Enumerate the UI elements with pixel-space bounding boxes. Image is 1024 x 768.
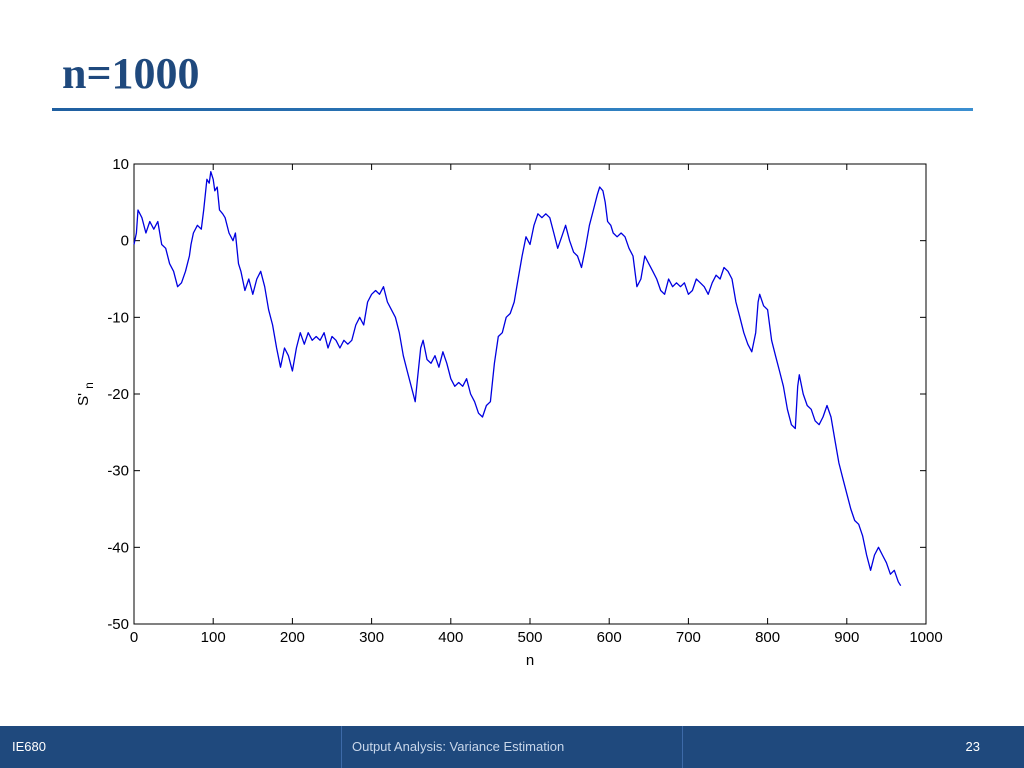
x-tick-label: 1000 <box>909 629 942 646</box>
y-axis-label: S' n <box>75 382 96 406</box>
x-tick-label: 100 <box>201 629 226 646</box>
y-axis-label-base: S' <box>75 393 92 406</box>
footer-bar: IE680 Output Analysis: Variance Estimati… <box>0 726 1024 768</box>
footer-course-code: IE680 <box>12 739 46 754</box>
x-axis-label: n <box>526 652 534 669</box>
svg-text:S' n: S' n <box>75 382 96 406</box>
x-tick-label: 500 <box>517 629 542 646</box>
x-tick-label: 200 <box>280 629 305 646</box>
y-tick-label: 10 <box>112 156 129 173</box>
y-tick-label: -50 <box>107 616 129 633</box>
x-tick-label: 400 <box>438 629 463 646</box>
y-tick-label: -40 <box>107 539 129 556</box>
x-tick-label: 900 <box>834 629 859 646</box>
footer-lecture-title: Output Analysis: Variance Estimation <box>341 726 683 768</box>
y-axis-label-subscript: n <box>82 382 96 389</box>
y-tick-label: 0 <box>121 233 129 250</box>
y-tick-label: -20 <box>107 386 129 403</box>
series-line <box>133 171 902 587</box>
y-tick-label: -30 <box>107 463 129 480</box>
y-tick-label: -10 <box>107 309 129 326</box>
plot-area <box>133 163 927 625</box>
x-tick-label: 800 <box>755 629 780 646</box>
x-tick-label: 0 <box>130 629 138 646</box>
x-tick-label: 300 <box>359 629 384 646</box>
x-tick-label: 600 <box>597 629 622 646</box>
line-chart: 0 100 200 300 400 500 600 700 800 900 1000100-10-2… <box>75 156 943 669</box>
axis-ticks <box>133 163 927 625</box>
slide-title: n=1000 <box>62 49 200 98</box>
axis-tick-labels: 0 100 200 300 400 500 600 700 800 900 1000100-10-2… <box>107 156 942 646</box>
x-tick-label: 700 <box>676 629 701 646</box>
title-underline <box>52 108 973 111</box>
footer-page-number: 23 <box>965 739 980 754</box>
